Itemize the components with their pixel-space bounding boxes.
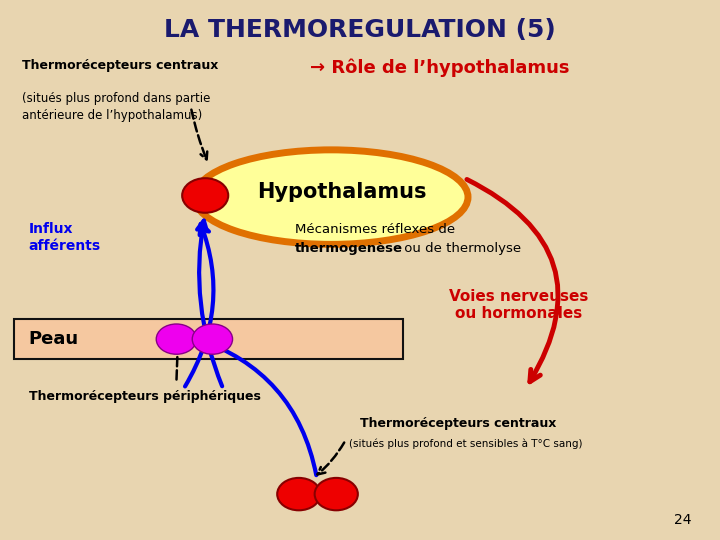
Text: Influx
afférents: Influx afférents [29, 222, 101, 253]
Circle shape [182, 178, 228, 213]
Text: 24: 24 [674, 512, 691, 526]
Text: (situés plus profond dans partie
antérieure de l’hypothalamus): (situés plus profond dans partie antérie… [22, 92, 210, 122]
Text: Peau: Peau [29, 329, 79, 348]
Text: (situés plus profond et sensibles à T°C sang): (situés plus profond et sensibles à T°C … [349, 438, 582, 449]
Text: Voies nerveuses
ou hormonales: Voies nerveuses ou hormonales [449, 289, 588, 321]
Circle shape [277, 478, 320, 510]
Circle shape [192, 324, 233, 354]
Text: LA THERMOREGULATION (5): LA THERMOREGULATION (5) [164, 18, 556, 42]
Circle shape [315, 478, 358, 510]
Text: Thermorécepteurs centraux: Thermorécepteurs centraux [22, 59, 218, 72]
FancyBboxPatch shape [14, 319, 403, 359]
Ellipse shape [194, 150, 468, 244]
Circle shape [156, 324, 197, 354]
Text: Thermorécepteurs périphériques: Thermorécepteurs périphériques [29, 390, 261, 403]
Text: Hypothalamus: Hypothalamus [257, 181, 427, 202]
Text: → Rôle de l’hypothalamus: → Rôle de l’hypothalamus [310, 58, 569, 77]
Text: Thermorécepteurs centraux: Thermorécepteurs centraux [360, 417, 557, 430]
Text: ou de thermolyse: ou de thermolyse [400, 242, 521, 255]
Text: Mécanismes réflexes de: Mécanismes réflexes de [295, 223, 455, 236]
Text: thermogenèse: thermogenèse [295, 242, 403, 255]
